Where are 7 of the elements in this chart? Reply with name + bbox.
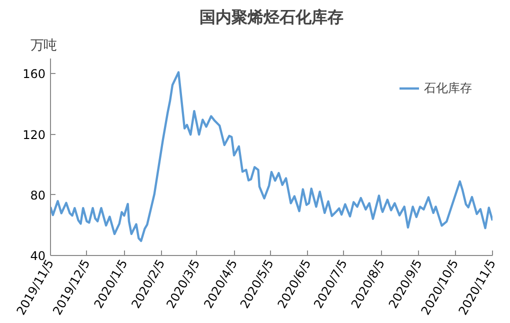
- line-series: [50, 71, 492, 242]
- y-tick-label: 120: [22, 128, 46, 142]
- chart-title: 国内聚烯烃石化库存: [200, 8, 344, 26]
- y-tick-label: 160: [22, 67, 46, 82]
- legend-label: 石化库存: [424, 80, 472, 96]
- y-axis-title: 万吨: [30, 38, 56, 54]
- y-tick-label: 80: [30, 188, 46, 202]
